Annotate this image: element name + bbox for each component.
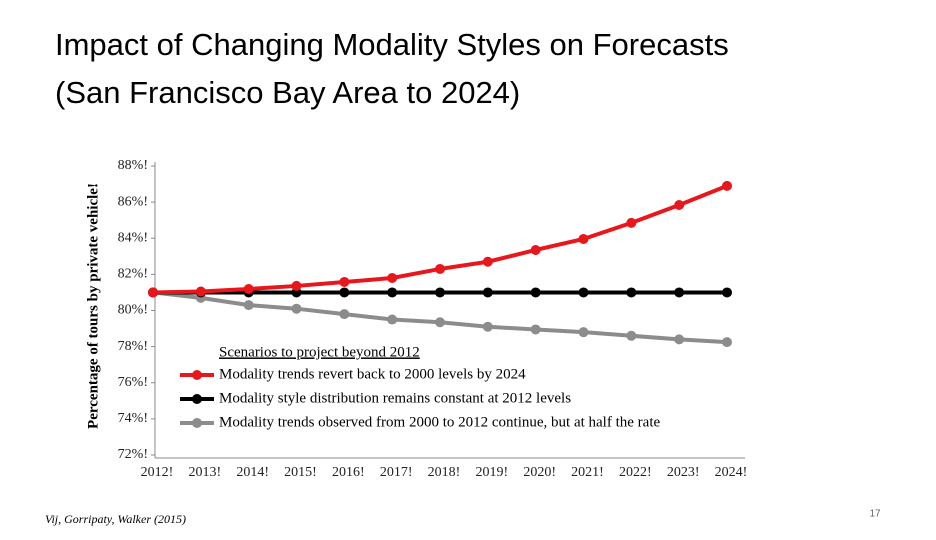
y-tick-label: 74%! [118,411,148,426]
data-point [387,314,398,325]
legend-swatch-dot [192,370,202,380]
x-tick-label: 2015! [284,465,317,480]
legend-label: Modality style distribution remains cons… [219,390,571,406]
data-point [530,287,541,298]
data-point [435,263,445,274]
y-tick-label: 72%! [118,447,148,462]
x-tick-label: 2019! [475,465,508,480]
data-point [387,287,398,298]
y-tick-label: 76%! [118,375,148,390]
x-tick-label: 2014! [236,465,269,480]
data-point [626,217,637,228]
data-point [195,286,206,297]
page-number: 17 [869,509,881,520]
x-tick-label: 2022! [619,465,652,480]
data-point [674,200,685,211]
data-point [578,327,589,338]
data-point [578,287,589,298]
legend-label: Modality trends revert back to 2000 leve… [219,366,526,382]
data-point [626,330,637,341]
data-point [482,256,493,267]
x-tick-label: 2023! [667,465,700,480]
data-point [530,324,541,335]
y-tick-label: 84%! [118,230,148,245]
y-tick-label: 80%! [118,303,148,318]
legend-swatch-dot [192,394,202,404]
citation: Vij, Gorripaty, Walker (2015) [45,512,186,526]
data-point [722,287,732,298]
data-point [148,287,158,298]
y-tick-label: 88%! [118,158,148,173]
data-point [435,317,445,328]
data-point [482,321,493,332]
y-tick-label: 78%! [118,339,148,354]
data-point [674,287,685,298]
x-tick-label: 2018! [428,465,461,480]
data-point [291,280,302,291]
y-axis-label: Percentage of tours by private vehicle! [85,183,101,429]
data-point [339,287,350,298]
legend-swatch-dot [192,418,202,428]
x-tick-label: 2020! [523,465,556,480]
x-tick-label: 2013! [188,465,221,480]
slide-title: Impact of Changing Modality Styles on Fo… [55,27,729,62]
data-point [291,303,302,314]
data-point [243,284,254,295]
x-tick-label: 2016! [332,465,365,480]
x-tick-label: 2012! [141,465,174,480]
data-point [243,300,254,311]
data-point [339,276,350,287]
data-point [578,233,589,244]
data-point [626,287,637,298]
x-tick-label: 2024! [715,465,748,480]
data-point [722,180,732,191]
slide-subtitle: (San Francisco Bay Area to 2024) [55,75,520,110]
data-point [387,272,398,283]
data-point [339,309,350,320]
data-point [674,334,685,345]
x-tick-label: 2017! [380,465,413,480]
x-tick-label: 2021! [571,465,604,480]
data-point [482,287,493,298]
data-point [722,337,732,348]
data-point [530,244,541,255]
series-line [152,184,728,295]
y-tick-label: 86%! [118,194,148,209]
y-tick-label: 82%! [118,267,148,282]
legend-label: Modality trends observed from 2000 to 20… [219,414,660,430]
data-point [435,287,445,298]
legend-title: Scenarios to project beyond 2012 [219,344,420,360]
